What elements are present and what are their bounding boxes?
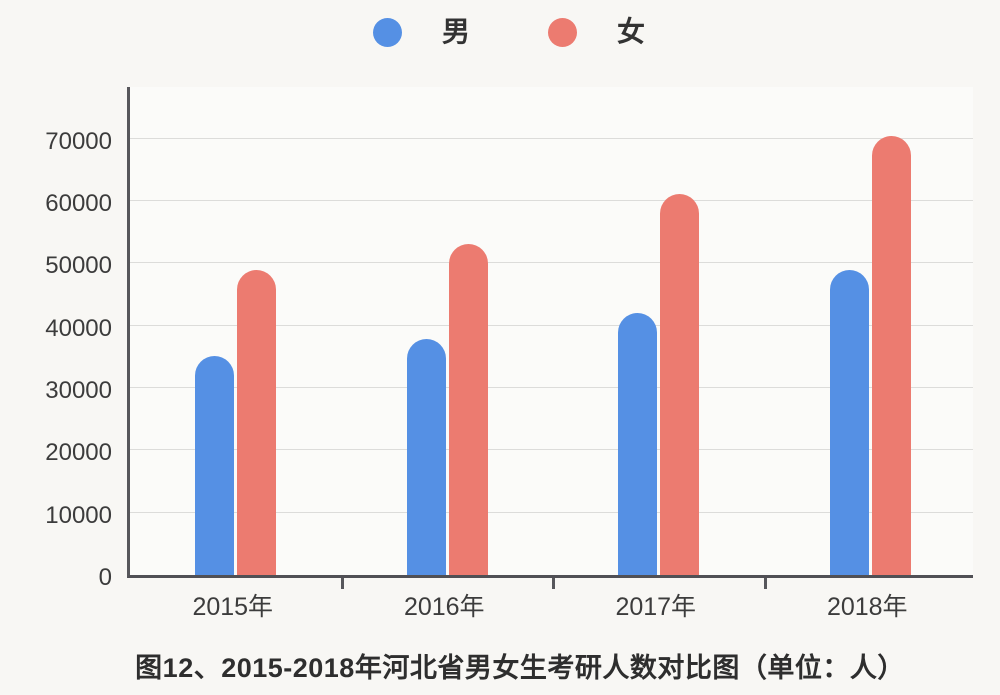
male-series-dot-icon <box>373 17 402 47</box>
y-axis-label-50000: 50000 <box>45 252 112 280</box>
gridline-20000 <box>130 449 973 451</box>
x-axis-tick-2 <box>552 578 555 589</box>
legend-item-female: 女 <box>548 16 645 48</box>
legend-label-female: 女 <box>617 16 646 47</box>
y-axis-label-60000: 60000 <box>45 190 112 218</box>
x-axis-label-2016年: 2016年 <box>403 593 485 621</box>
gridline-70000 <box>130 137 973 139</box>
gridline-30000 <box>130 387 973 389</box>
x-axis-tick-1 <box>340 578 344 589</box>
bar-female-2015年 <box>237 270 277 575</box>
y-axis-label-70000: 70000 <box>45 127 112 155</box>
y-axis-label-40000: 40000 <box>45 314 112 342</box>
bar-female-2017年 <box>660 193 700 575</box>
y-axis-label-20000: 20000 <box>45 439 112 467</box>
gridline-10000 <box>130 511 973 513</box>
y-axis-label-30000: 30000 <box>45 377 112 405</box>
legend-item-male: 男 <box>373 16 470 48</box>
female-series-dot-icon <box>548 17 577 47</box>
gridline-60000 <box>130 200 973 202</box>
bar-male-2015年 <box>195 355 235 575</box>
bar-male-2016年 <box>406 338 446 575</box>
x-axis-label-2017年: 2017年 <box>615 593 697 621</box>
x-axis-label-2018年: 2018年 <box>826 593 908 621</box>
x-axis-label-2015年: 2015年 <box>192 593 274 621</box>
y-axis-label-10000: 10000 <box>45 501 112 529</box>
bar-male-2018年 <box>829 270 869 575</box>
bar-female-2016年 <box>448 243 488 575</box>
bar-female-2018年 <box>871 136 911 575</box>
plot-area <box>127 87 973 589</box>
x-axis-tick-3 <box>763 578 767 589</box>
chart-caption: 图12、2015-2018年河北省男女生考研人数对比图（单位：人） <box>135 653 905 683</box>
y-axis-label-0: 0 <box>98 564 112 591</box>
bar-male-2017年 <box>618 313 658 575</box>
gridline-40000 <box>130 324 973 326</box>
gridline-50000 <box>130 262 973 264</box>
legend-label-male: 男 <box>442 16 471 47</box>
